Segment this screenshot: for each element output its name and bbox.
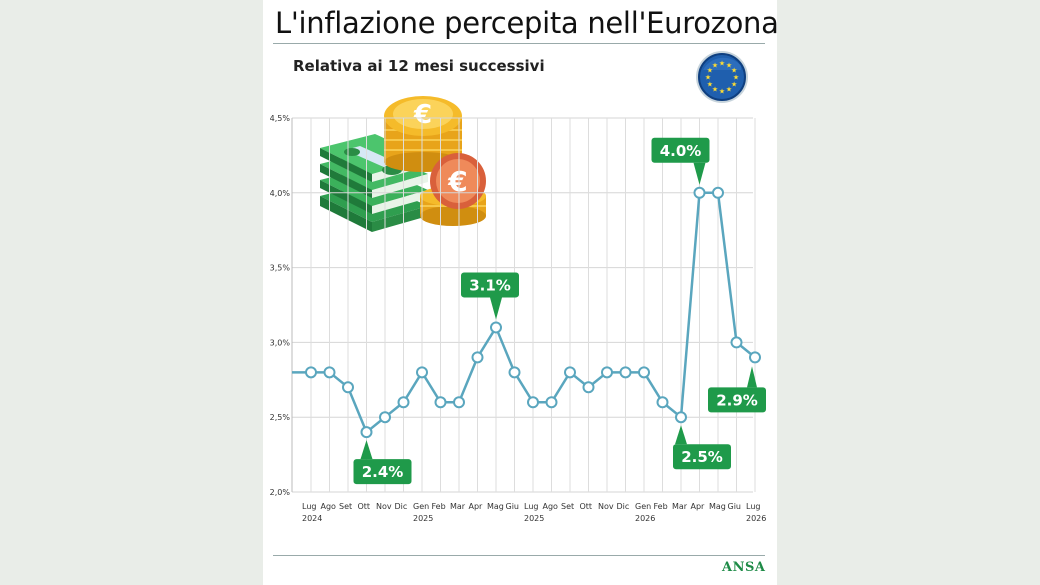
x-tick-label: Ott xyxy=(358,502,371,511)
x-tick-year-label: 2025 xyxy=(413,514,433,523)
x-tick-label: Feb xyxy=(654,502,668,511)
eu-star: ★ xyxy=(733,74,739,82)
chart-grid xyxy=(291,117,756,493)
eu-star: ★ xyxy=(731,67,737,75)
y-tick-label: 2,5% xyxy=(270,413,291,422)
data-point xyxy=(471,351,484,364)
annotation-label: 3.1% xyxy=(469,276,511,294)
eu-star: ★ xyxy=(712,86,718,94)
data-point xyxy=(453,396,465,409)
x-tick-label: Nov xyxy=(376,502,392,511)
data-point xyxy=(675,411,687,424)
data-point xyxy=(638,366,650,379)
data-point xyxy=(619,366,632,379)
eu-star: ★ xyxy=(707,81,713,89)
annotation-callout: 2.9% xyxy=(708,366,766,413)
y-tick-label: 4,0% xyxy=(270,189,291,198)
y-tick-label: 4,5% xyxy=(270,114,291,123)
data-point xyxy=(564,366,576,379)
data-point xyxy=(693,186,706,199)
x-tick-label: Apr xyxy=(691,502,706,511)
y-axis: 4,5% 4,0% 3,5% 3,0% 2,5% 2,0% xyxy=(270,114,291,497)
eu-star: ★ xyxy=(726,86,732,94)
x-tick-label: Set xyxy=(561,502,574,511)
footer-divider xyxy=(273,555,765,556)
x-tick-label: Lug xyxy=(524,502,538,511)
annotation-label: 2.4% xyxy=(362,463,404,481)
data-point xyxy=(490,321,502,334)
x-tick-label: Ago xyxy=(543,502,559,511)
x-tick-label: Ago xyxy=(321,502,337,511)
ansa-logo: ANSA xyxy=(722,560,766,575)
annotation-label: 4.0% xyxy=(660,142,702,160)
eu-star: ★ xyxy=(719,60,725,68)
x-tick-label: Ott xyxy=(580,502,593,511)
data-point xyxy=(712,186,724,199)
data-point xyxy=(508,366,521,379)
eu-star: ★ xyxy=(731,81,737,89)
eu-star: ★ xyxy=(705,74,711,82)
data-point xyxy=(397,396,410,409)
data-point xyxy=(749,351,761,364)
x-tick-label: Apr xyxy=(469,502,484,511)
x-tick-label: Dic xyxy=(395,502,408,511)
data-point xyxy=(730,336,743,349)
data-point xyxy=(656,396,669,409)
chart-title: L'inflazione percepita nell'Eurozona xyxy=(275,6,779,40)
x-tick-label: Giu xyxy=(506,502,520,511)
title-divider xyxy=(273,43,765,44)
x-tick-label: Mag xyxy=(487,502,504,511)
data-point xyxy=(305,366,317,379)
series-line xyxy=(292,186,761,439)
chart-subtitle: Relativa ai 12 mesi successivi xyxy=(293,57,545,75)
x-tick-label: Lug xyxy=(302,502,316,511)
x-tick-label: Feb xyxy=(432,502,446,511)
eu-star: ★ xyxy=(707,67,713,75)
data-point xyxy=(416,366,428,379)
x-tick-year-label: 2025 xyxy=(524,514,544,523)
annotation-label: 2.9% xyxy=(716,391,758,409)
annotation-callout: 3.1% xyxy=(461,272,519,320)
x-tick-label: Nov xyxy=(598,502,614,511)
x-tick-label: Mag xyxy=(709,502,726,511)
annotation-callout: 4.0% xyxy=(651,137,710,185)
data-point xyxy=(434,396,447,409)
money-coins-icon: € € xyxy=(320,96,486,232)
annotation-callout: 2.4% xyxy=(353,440,412,485)
data-point xyxy=(360,426,373,439)
x-tick-label: Giu xyxy=(728,502,742,511)
x-tick-year-label: 2026 xyxy=(746,514,766,523)
series-path xyxy=(292,191,756,435)
annotation-label: 2.5% xyxy=(681,448,723,466)
data-point xyxy=(323,366,336,379)
eu-star: ★ xyxy=(719,88,725,96)
x-tick-label: Lug xyxy=(746,502,760,511)
data-point xyxy=(601,366,613,379)
svg-text:€: € xyxy=(413,100,432,130)
data-point xyxy=(342,381,354,394)
y-tick-label: 2,0% xyxy=(270,488,291,497)
x-tick-label: Set xyxy=(339,502,352,511)
eu-flag-icon: ★★★★★★★★★ ★ ★★ xyxy=(696,51,748,103)
x-tick-label: Gen xyxy=(635,502,651,511)
y-tick-label: 3,0% xyxy=(270,338,291,347)
data-point xyxy=(545,396,558,409)
y-tick-label: 3,5% xyxy=(270,264,291,273)
x-tick-year-label: 2026 xyxy=(635,514,655,523)
eu-star: ★ xyxy=(712,61,718,69)
x-tick-year-label: 2024 xyxy=(302,514,322,523)
data-point xyxy=(379,411,391,424)
annotations: 2.4% 3.1% 4.0% 2.5% 2.9% xyxy=(353,137,766,485)
x-tick-label: Gen xyxy=(413,502,429,511)
annotation-callout: 2.5% xyxy=(673,425,731,470)
data-point xyxy=(527,396,539,409)
x-tick-label: Dic xyxy=(617,502,630,511)
svg-text:€: € xyxy=(447,165,467,198)
data-point xyxy=(582,381,595,394)
x-tick-label: Mar xyxy=(672,502,688,511)
eu-star: ★ xyxy=(726,61,732,69)
x-tick-label: Mar xyxy=(450,502,466,511)
